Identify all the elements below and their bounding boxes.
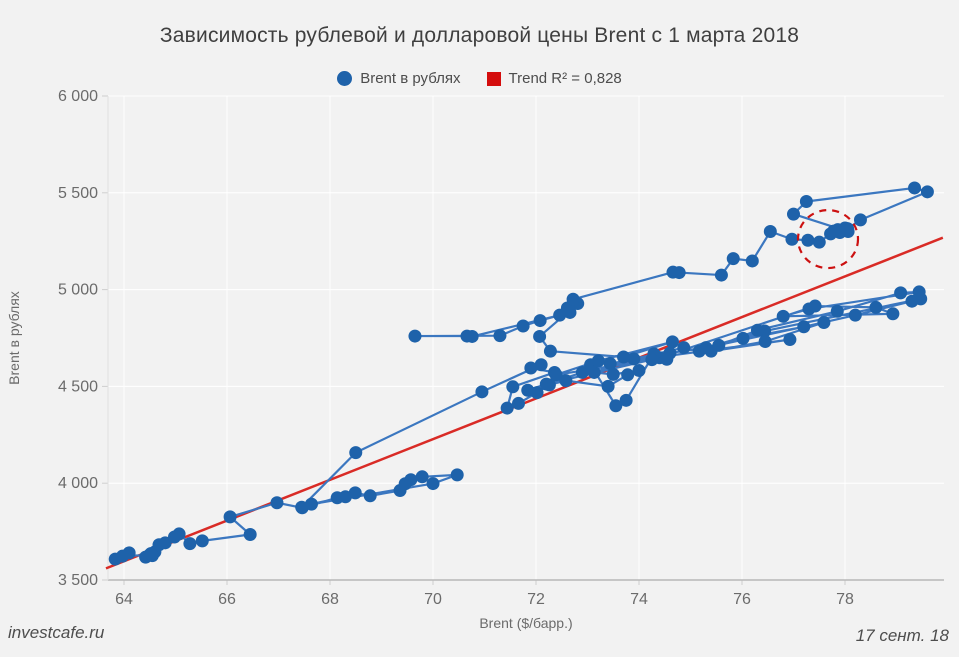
data-series[interactable] bbox=[108, 181, 934, 566]
series-marker-icon bbox=[337, 71, 353, 86]
svg-text:6 000: 6 000 bbox=[58, 88, 98, 105]
svg-text:5 500: 5 500 bbox=[58, 185, 98, 202]
legend: Brent в рублях Trend R² = 0,828 bbox=[0, 70, 959, 87]
gridlines bbox=[108, 95, 944, 581]
svg-text:3 500: 3 500 bbox=[58, 572, 98, 589]
svg-text:4 000: 4 000 bbox=[58, 475, 98, 492]
svg-text:66: 66 bbox=[218, 591, 236, 608]
axis-lines bbox=[102, 95, 944, 585]
svg-text:72: 72 bbox=[527, 591, 545, 608]
svg-text:78: 78 bbox=[836, 591, 854, 608]
chart-title: Зависимость рублевой и долларовой цены B… bbox=[159, 24, 800, 47]
highlight-circle-annotation bbox=[796, 208, 860, 270]
legend-item-trend[interactable]: Trend R² = 0,828 bbox=[486, 70, 622, 87]
date-label: 17 сент. 18 bbox=[855, 626, 949, 645]
svg-text:64: 64 bbox=[115, 591, 133, 608]
svg-text:76: 76 bbox=[733, 591, 751, 608]
legend-series-label: Brent в рублях bbox=[360, 70, 461, 87]
svg-text:74: 74 bbox=[630, 591, 648, 608]
svg-text:5 000: 5 000 bbox=[58, 282, 98, 299]
svg-text:4 500: 4 500 bbox=[58, 378, 98, 395]
watermark-investcafe[interactable]: investcafe.ru bbox=[8, 623, 105, 642]
x-axis-title: Brent ($/барр.) bbox=[479, 615, 573, 631]
svg-text:68: 68 bbox=[321, 591, 339, 608]
y-axis-title: Brent в рублях bbox=[6, 291, 22, 385]
trend-marker-icon bbox=[486, 71, 501, 86]
legend-trend-label: Trend R² = 0,828 bbox=[508, 70, 622, 87]
svg-text:70: 70 bbox=[424, 591, 442, 608]
legend-item-series[interactable]: Brent в рублях bbox=[337, 70, 461, 87]
tick-labels: 3 500 4 000 4 500 5 000 5 500 6 000 64 66 68 70 72… bbox=[58, 88, 854, 608]
